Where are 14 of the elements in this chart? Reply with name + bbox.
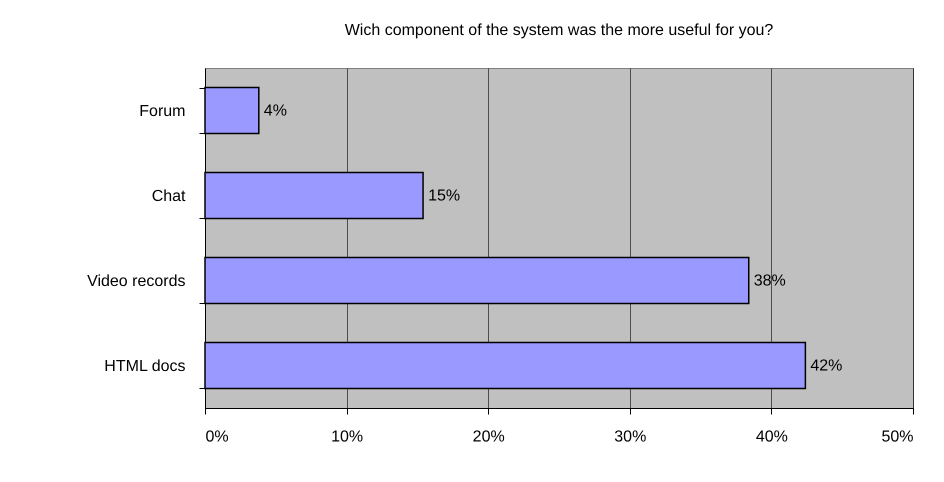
data-label: 4% [264,102,287,120]
data-label: 15% [428,188,460,204]
data-label: 42% [810,358,842,374]
y-tick-label: Chat [152,188,186,205]
y-tick-label: Forum [139,103,186,120]
x-tick-label: 50% [881,428,914,446]
x-tick-label: 40% [756,428,788,446]
x-tick-label: 30% [614,428,646,446]
x-tick-label: 10% [331,428,364,446]
x-tick-label: 0% [206,428,229,446]
y-tick-label: HTML docs [104,358,186,375]
chart-title: Wich component of the system was the more useful for you? [344,22,774,39]
y-tick-label: Video records [87,273,186,290]
x-tick-label: 20% [472,428,505,446]
